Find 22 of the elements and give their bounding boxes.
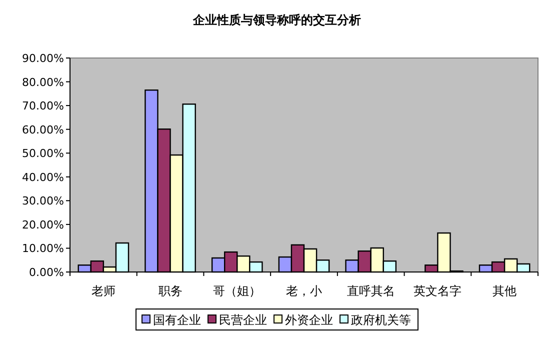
y-tick-label: 40.00% [22, 170, 64, 184]
x-tick-label: 职务 [158, 284, 182, 298]
y-tick-label: 50.00% [22, 147, 64, 160]
title: 企业性质与领导称呼的交互分析 [193, 13, 361, 27]
x-tick-label: 英文名字 [414, 284, 462, 298]
x-tick-label: 老，小 [286, 284, 322, 298]
x-tick-label: 直呼其名 [346, 284, 395, 298]
y-tick-label: 10.00% [22, 242, 64, 256]
x-tick-label: 老师 [91, 284, 116, 298]
y-tick-label: 60.00% [22, 123, 64, 136]
x-tick-label: 哥（姐） [213, 284, 262, 298]
legend-label: 政府机关等 [351, 313, 411, 327]
x-tick-label: 其他 [492, 284, 517, 298]
y-tick-label: 20.00% [22, 218, 64, 232]
y-tick-label: 30.00% [22, 194, 64, 208]
y-tick-label: 70.00% [22, 100, 64, 113]
legend-label: 外资企业 [285, 313, 333, 327]
y-tick-label: 80.00% [22, 76, 64, 89]
y-tick-label: 90.00% [22, 52, 64, 65]
legend-label: 国有企业 [153, 313, 201, 327]
y-tick-label: 0.00% [29, 266, 64, 279]
legend-label: 民营企业 [219, 313, 267, 327]
